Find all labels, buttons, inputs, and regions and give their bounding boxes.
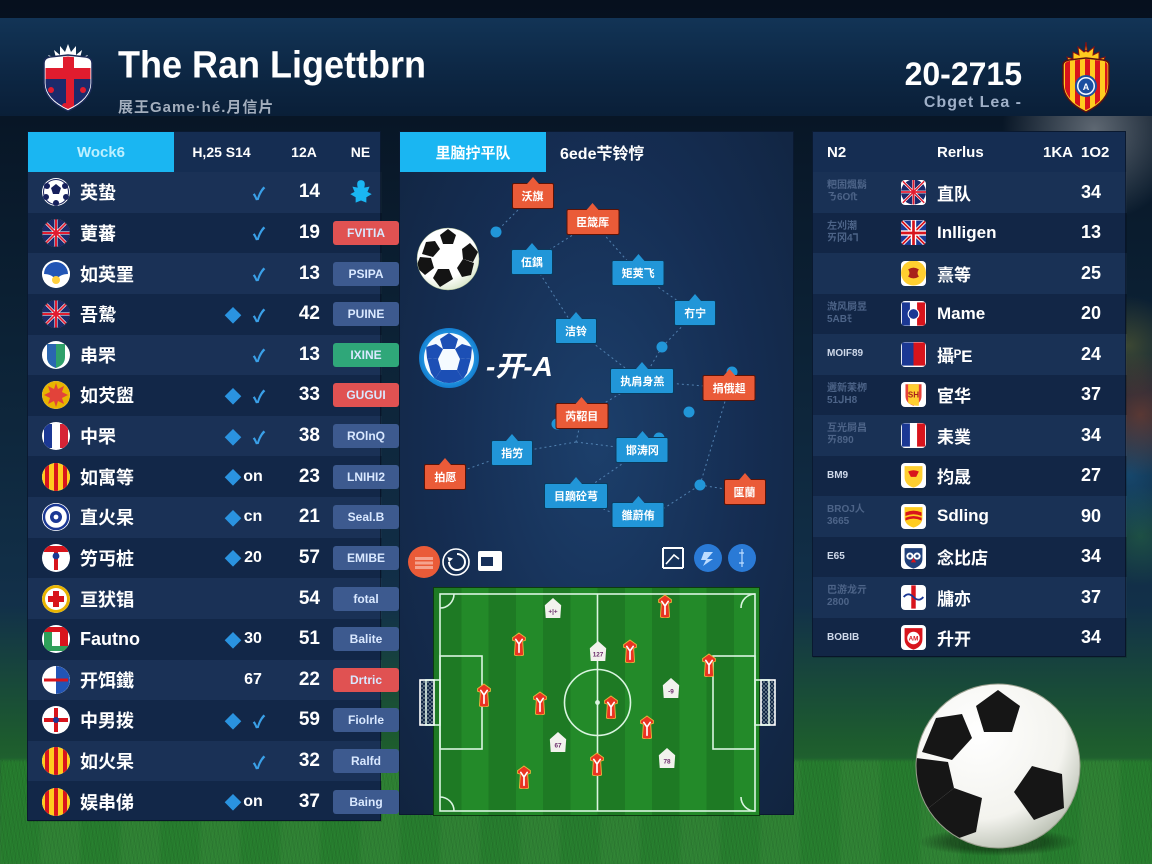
svg-text:-9: -9 (668, 688, 674, 695)
svg-text:127: 127 (593, 651, 604, 658)
svg-text:AM: AM (909, 635, 919, 642)
svg-text:SH: SH (908, 390, 919, 399)
svg-text:67: 67 (554, 743, 562, 750)
svg-text:+|+: +|+ (548, 608, 557, 615)
svg-text:A: A (1083, 82, 1090, 92)
svg-text:78: 78 (664, 758, 672, 765)
